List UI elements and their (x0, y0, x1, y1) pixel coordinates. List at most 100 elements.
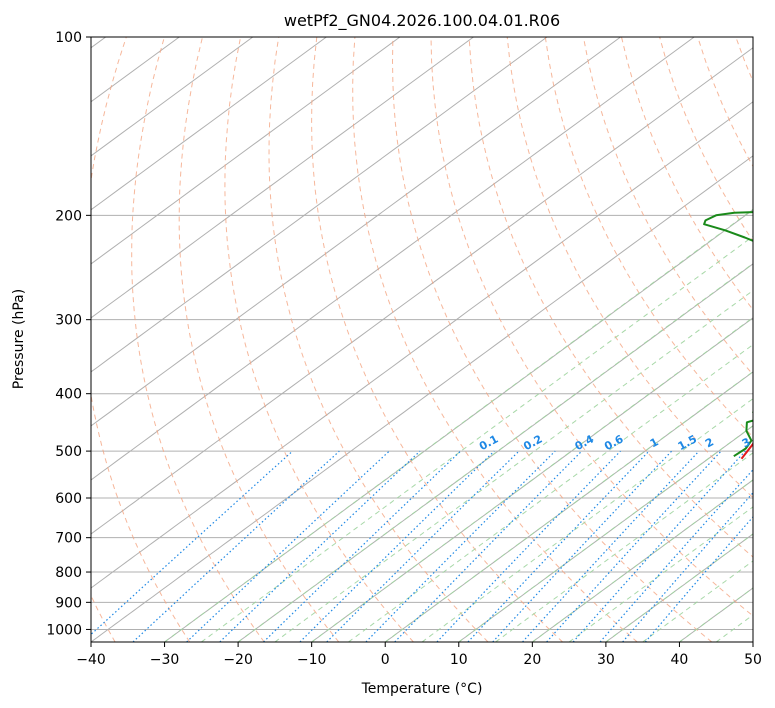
dry-adiabat-line (91, 37, 191, 642)
isotherm-line (91, 37, 548, 373)
mixing-ratio-line (644, 515, 753, 642)
isotherm-line (91, 37, 621, 427)
temperature-profile-line (740, 442, 753, 460)
moist-adiabat-line (568, 506, 753, 642)
mixing-ratio-line (365, 450, 556, 642)
dry-adiabat-line (506, 37, 753, 499)
dry-adiabat-line (697, 37, 753, 168)
mixing-ratio-line (132, 450, 340, 642)
moist-adiabat-line (752, 641, 753, 642)
moist-adiabat-line (311, 316, 753, 642)
x-tick-label: 50 (744, 652, 762, 668)
isotherm-line (384, 371, 753, 642)
isotherm-line (237, 263, 753, 642)
mixing-ratio-line (522, 450, 700, 642)
y-tick-label: 500 (55, 444, 82, 460)
x-tick-label: −20 (223, 652, 253, 668)
y-tick-label: 900 (55, 595, 82, 611)
y-tick-label: 300 (55, 313, 82, 329)
moist-adiabat-line (605, 533, 753, 642)
mixing-ratio-line (219, 450, 421, 642)
x-tick-label: 10 (450, 652, 468, 668)
mixing-ratio-line (467, 450, 650, 642)
y-axis-title: Pressure (hPa) (11, 289, 27, 389)
dry-adiabat-line (735, 37, 753, 83)
mixing-ratio-label: 0.2 (521, 432, 544, 453)
y-tick-label: 100 (55, 30, 82, 46)
x-tick-label: −40 (76, 652, 106, 668)
mixing-ratio-label: 0.6 (602, 432, 626, 453)
moist-adiabat-line (421, 398, 753, 642)
plot-frame (90, 36, 754, 643)
moist-adiabat-label: 20 (766, 532, 775, 552)
moist-adiabat-line (201, 235, 753, 642)
mixing-ratio-line (599, 468, 753, 642)
isotherm-line (679, 587, 753, 642)
isotherm-line (91, 37, 401, 265)
y-tick-label: 1000 (46, 622, 82, 638)
x-tick-label: 30 (597, 652, 615, 668)
x-tick-label: −10 (297, 652, 327, 668)
mixing-ratio-line (91, 450, 294, 636)
isotherm-line (91, 37, 474, 319)
moist-adiabat-line (679, 587, 753, 642)
isotherm-line (91, 155, 753, 642)
isotherm-line (605, 533, 753, 642)
mixing-ratio-line (436, 450, 621, 642)
y-tick-label: 400 (55, 387, 82, 403)
dry-adiabat-line (544, 37, 753, 438)
mixing-ratio-line (326, 450, 520, 642)
mixing-ratio-label: 0.1 (477, 432, 500, 453)
mixing-ratio-line (572, 450, 746, 642)
mixing-ratio-line (394, 450, 583, 642)
dry-adiabat-line (352, 37, 638, 642)
isotherm-line (91, 37, 327, 211)
mixing-ratio-line (186, 450, 390, 642)
x-tick-label: −30 (150, 652, 180, 668)
x-axis-title: Temperature (°C) (361, 681, 483, 697)
mixing-ratio-line (263, 450, 462, 642)
dry-adiabat-line (178, 37, 340, 642)
y-tick-label: 600 (55, 491, 82, 507)
isotherm-line (752, 641, 753, 642)
mixing-ratio-label: 4 (769, 435, 775, 450)
x-tick-label: 0 (381, 652, 390, 668)
mixing-ratio-label: 1.5 (676, 432, 699, 453)
isotherm-line (91, 101, 753, 589)
background-lines (91, 37, 753, 642)
isotherm-line (164, 209, 753, 642)
profile-series (703, 211, 753, 460)
moist-adiabat-line (384, 371, 753, 642)
moist-adiabat-line (274, 289, 753, 642)
moist-adiabat-line (164, 208, 753, 642)
dry-adiabat-line (268, 37, 489, 642)
isotherm-line (91, 47, 753, 535)
mixing-ratio-line (546, 450, 722, 642)
mixing-ratio-line (622, 491, 753, 642)
dry-adiabat-line (430, 37, 753, 617)
moist-adiabat-label: 30 (761, 566, 775, 586)
moist-adiabat-line (642, 560, 753, 642)
moist-adiabat-line (237, 262, 753, 642)
y-tick-label: 700 (55, 531, 82, 547)
moist-adiabat-line (458, 425, 753, 642)
y-axis: 1000 900 800 700 600 500 400 300 200 100 (46, 30, 91, 638)
moist-adiabat-line (495, 452, 753, 642)
dry-adiabat-line (391, 37, 713, 642)
isotherm-line (91, 37, 695, 481)
x-axis: −40 −30 −20 −10 0 10 20 30 40 50 (76, 642, 762, 668)
mixing-ratio-label: 2 (703, 435, 716, 450)
mixing-ratio-line (299, 450, 495, 642)
y-tick-label: 800 (55, 565, 82, 581)
dry-adiabat-line (224, 37, 414, 642)
moist-adiabat-line (348, 344, 753, 642)
dry-adiabat-line (131, 37, 265, 642)
y-tick-label: 200 (55, 208, 82, 224)
moist-adiabat-label: 40 (753, 604, 773, 624)
chart-title: wetPf2_GN04.2026.100.04.01.R06 (284, 11, 560, 31)
moist-adiabat-line (532, 479, 753, 642)
x-tick-label: 20 (523, 652, 541, 668)
dry-adiabat-line (311, 37, 563, 642)
